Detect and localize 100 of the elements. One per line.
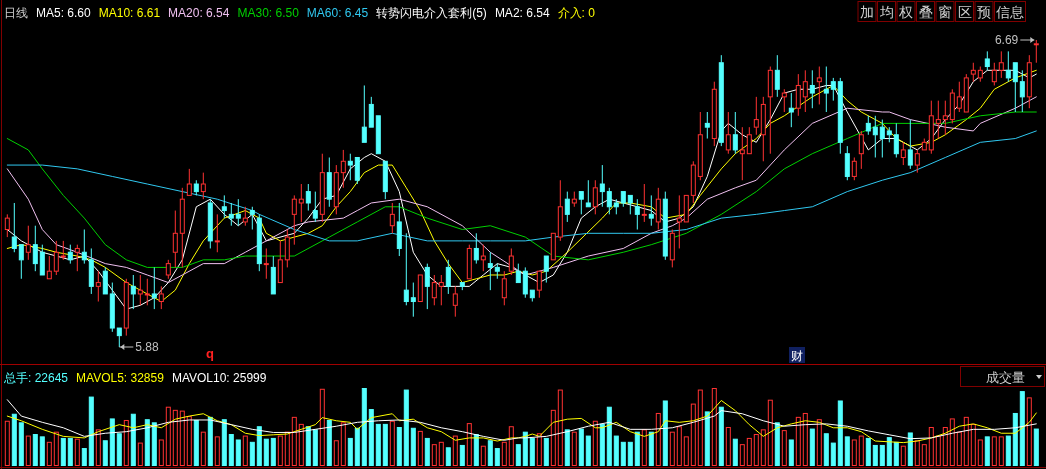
bar (235, 439, 241, 466)
bar (144, 419, 150, 466)
bar (256, 426, 262, 466)
bar (179, 410, 185, 466)
bar (88, 396, 94, 466)
bar (543, 437, 549, 466)
text: 转势闪电介入套利(5) (376, 6, 487, 20)
bar (697, 389, 703, 466)
text: 均 (878, 4, 894, 20)
bar (585, 435, 591, 466)
bar (662, 400, 668, 466)
bar (718, 406, 724, 466)
bar (200, 431, 206, 466)
text: MA10: 6.61 (98, 6, 161, 20)
text: 预 (977, 4, 991, 20)
bar (599, 423, 605, 466)
bar (130, 413, 136, 466)
bar (998, 436, 1004, 466)
bar (431, 444, 437, 466)
bar (18, 422, 24, 466)
bar (550, 409, 556, 466)
bar (109, 418, 115, 466)
annotation: 6.69 (994, 33, 1019, 47)
bar (291, 416, 297, 466)
bar (606, 406, 612, 466)
bar (312, 429, 318, 466)
bar (452, 435, 458, 466)
bar (571, 431, 577, 466)
bar (956, 431, 962, 466)
bar (305, 426, 311, 466)
bar (123, 419, 129, 466)
bar (879, 444, 885, 466)
bar (508, 426, 514, 466)
bar (858, 435, 864, 466)
bar (865, 437, 871, 466)
bar (382, 423, 388, 466)
bar (151, 422, 157, 466)
bar (473, 434, 479, 466)
bar (529, 437, 535, 466)
bar (627, 441, 633, 466)
text: MAVOL10: 25999 (171, 371, 267, 385)
bar (900, 445, 906, 466)
bar (193, 419, 199, 466)
bar (340, 422, 346, 466)
text: MA5: 6.60 (36, 6, 92, 20)
bar (466, 423, 472, 466)
bar (935, 435, 941, 466)
bar (494, 448, 500, 466)
bar (949, 418, 955, 466)
text: 加 (860, 4, 874, 20)
bar (389, 420, 395, 466)
bar (375, 423, 381, 466)
bar (963, 416, 969, 466)
bar (844, 436, 850, 466)
bar (214, 436, 220, 466)
bar (984, 436, 990, 466)
bar (634, 431, 640, 466)
bar (795, 416, 801, 466)
bar (886, 437, 892, 466)
bar (326, 419, 332, 466)
bar (914, 440, 920, 466)
bar (1026, 397, 1032, 466)
bar (1012, 412, 1018, 466)
bar (417, 430, 423, 466)
bar (613, 435, 619, 466)
bar (74, 438, 80, 466)
bar (438, 441, 444, 466)
bar (1019, 391, 1025, 466)
annotation: q (206, 346, 215, 361)
bar (501, 441, 507, 466)
bar (802, 412, 808, 466)
bar (221, 419, 227, 466)
bar (788, 439, 794, 466)
bar (242, 435, 248, 466)
bar (760, 429, 766, 466)
bar (683, 436, 689, 466)
text: 信息 (996, 4, 1024, 20)
bar (165, 406, 171, 466)
bar (928, 427, 934, 466)
bar (522, 431, 528, 466)
bar (704, 411, 710, 466)
bar (781, 430, 787, 466)
bar (739, 444, 745, 466)
bar (641, 429, 647, 466)
bar (851, 439, 857, 466)
bar (655, 412, 661, 466)
text: 权 (898, 4, 913, 20)
bar (676, 426, 682, 466)
bar (977, 439, 983, 466)
bar (669, 431, 675, 466)
bar (354, 427, 360, 466)
bar (732, 438, 738, 466)
bar (620, 441, 626, 466)
price-note: 5.88 (118, 340, 159, 354)
bar (172, 409, 178, 466)
bar (319, 388, 325, 466)
bar (270, 437, 276, 466)
bar (1033, 428, 1039, 466)
bar (410, 427, 416, 466)
text: 叠 (918, 4, 933, 20)
